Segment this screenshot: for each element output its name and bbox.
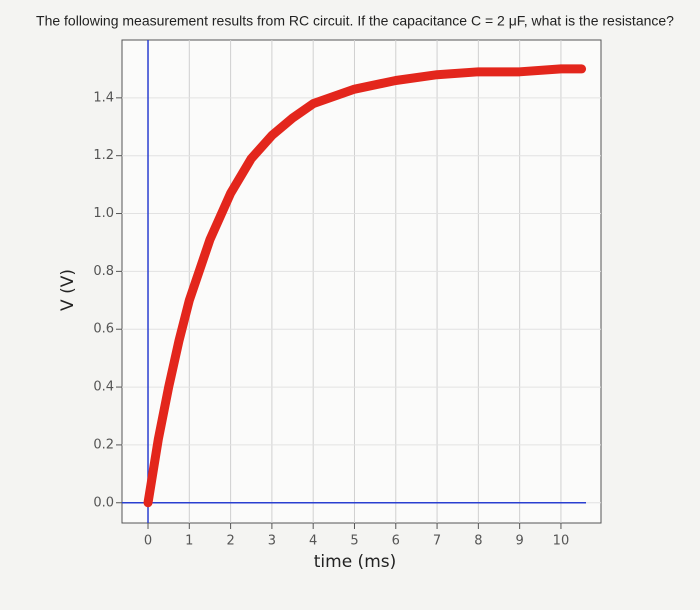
y-tick-label: 0.6 <box>93 322 114 337</box>
x-tick-label: 0 <box>144 534 152 549</box>
x-tick-label: 9 <box>516 534 524 549</box>
y-tick-label: 0.0 <box>93 495 114 510</box>
y-tick-label: 1.0 <box>93 206 114 221</box>
y-tick-label: 0.4 <box>93 380 114 395</box>
x-axis-label: time (ms) <box>314 552 397 572</box>
y-tick-label: 1.4 <box>93 90 114 105</box>
plot-area <box>121 39 602 524</box>
x-tick-label: 5 <box>350 534 358 549</box>
y-axis-label: V (V) <box>58 269 78 311</box>
x-tick-label: 8 <box>474 534 482 549</box>
y-tick-label: 1.2 <box>93 148 114 163</box>
y-tick-label: 0.2 <box>93 437 114 452</box>
chart-title: The following measurement results from R… <box>36 13 674 29</box>
x-tick-label: 1 <box>185 534 193 549</box>
y-tick-label: 0.8 <box>93 264 114 279</box>
x-tick-label: 2 <box>226 534 234 549</box>
data-line <box>143 64 587 508</box>
x-tick-label: 7 <box>433 534 441 549</box>
x-tick-label: 10 <box>553 534 570 549</box>
x-tick-label: 3 <box>268 534 276 549</box>
x-tick-label: 4 <box>309 534 317 549</box>
x-tick-label: 6 <box>392 534 400 549</box>
